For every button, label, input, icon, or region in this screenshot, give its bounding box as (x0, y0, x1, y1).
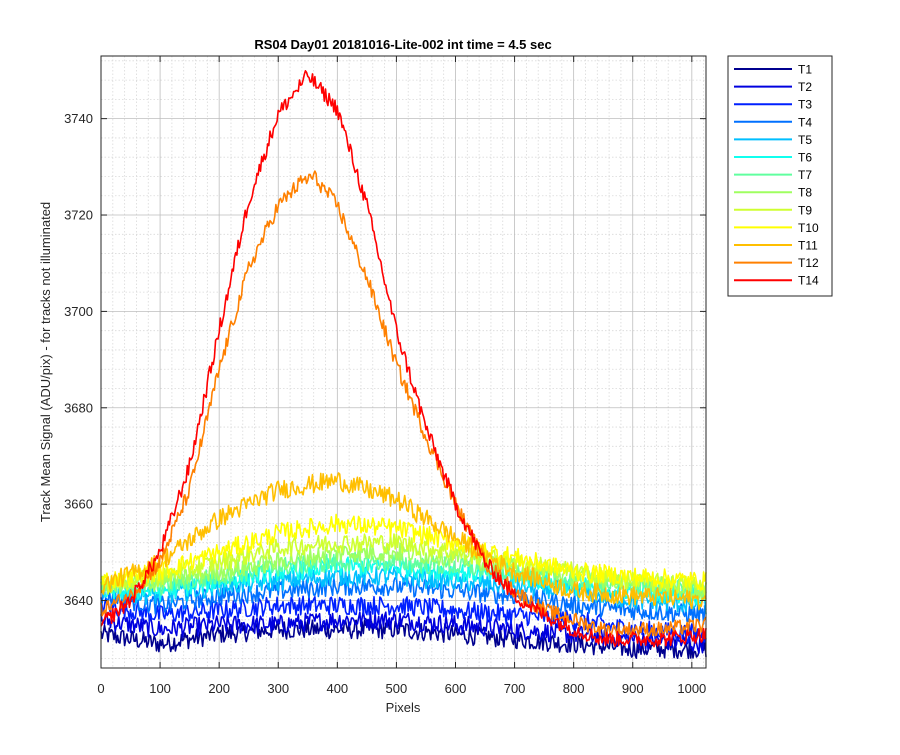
plot-frame (100, 55, 707, 669)
y-tick-label: 3740 (64, 111, 93, 126)
legend-label-t6: T6 (798, 151, 812, 165)
legend-label-t5: T5 (798, 133, 812, 147)
legend-label-t9: T9 (798, 203, 812, 217)
x-tick-label: 700 (504, 681, 526, 696)
x-tick-label: 600 (445, 681, 467, 696)
chart-title: RS04 Day01 20181016-Lite-002 int time = … (254, 37, 551, 52)
legend-label-t12: T12 (798, 256, 819, 270)
legend-label-t7: T7 (798, 168, 812, 182)
legend-label-t8: T8 (798, 186, 812, 200)
x-tick-label: 1000 (677, 681, 706, 696)
legend-box (727, 55, 833, 297)
x-tick-label: 500 (386, 681, 408, 696)
x-tick-label: 200 (208, 681, 230, 696)
series-line-t14 (100, 70, 707, 648)
series-line-t4 (100, 575, 707, 625)
x-tick-label: 300 (267, 681, 289, 696)
x-tick-label: 800 (563, 681, 585, 696)
y-tick-label: 3660 (64, 497, 93, 512)
series-lines (100, 70, 707, 660)
x-tick-label: 100 (149, 681, 171, 696)
axes: 0 100 200 300 400 500 600 700 800 900 1000 3640 3660… (64, 56, 706, 696)
legend-label-t14: T14 (798, 274, 819, 288)
legend-label-t1: T1 (798, 63, 812, 77)
x-axis-label: Pixels (386, 700, 421, 715)
legend-label-t4: T4 (798, 115, 812, 129)
x-tick-label: 900 (622, 681, 644, 696)
series-line-t12 (100, 170, 707, 638)
legend-label-t3: T3 (798, 98, 812, 112)
legend: T1 T2 T3 T4 T5 T6 T7 T8 T9 T10 T11 T12 T14 (727, 55, 833, 297)
x-tick-label: 400 (326, 681, 348, 696)
series-line-t10 (100, 513, 707, 591)
y-tick-label: 3680 (64, 400, 93, 415)
y-tick-label: 3640 (64, 593, 93, 608)
legend-label-t11: T11 (798, 239, 818, 253)
y-tick-label: 3700 (64, 304, 93, 319)
y-tick-label: 3720 (64, 208, 93, 223)
series-line-t9 (100, 533, 707, 596)
series-line-t1 (100, 619, 707, 660)
y-axis-label: Track Mean Signal (ADU/pix) - for tracks… (38, 202, 53, 522)
legend-label-t10: T10 (798, 221, 819, 235)
x-tick-label: 0 (97, 681, 104, 696)
legend-label-t2: T2 (798, 80, 812, 94)
series-line-t11 (100, 472, 707, 611)
